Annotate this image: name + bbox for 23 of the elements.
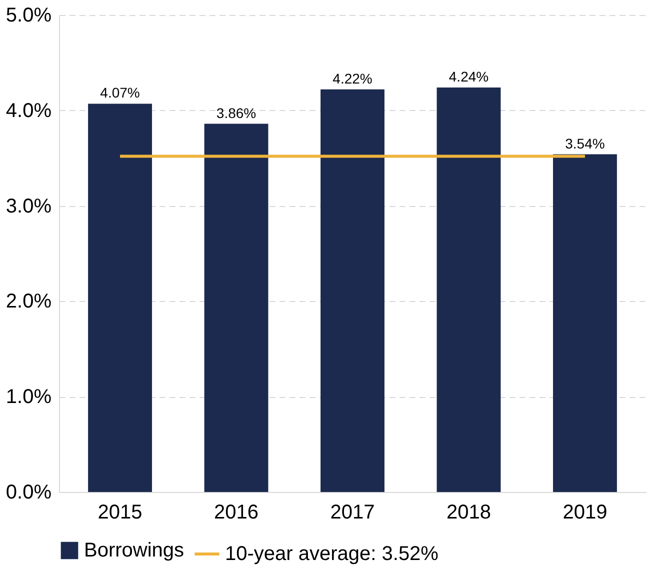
x-tick-label: 2019 (562, 502, 608, 524)
y-tick-label: 3.0% (6, 195, 52, 218)
x-tick-label: 2017 (330, 502, 375, 524)
bar (88, 104, 152, 492)
x-tick-label: 2016 (214, 502, 259, 524)
y-tick-label: 4.0% (6, 100, 52, 122)
bar (553, 154, 617, 492)
bar (436, 88, 501, 492)
y-tick-label: 5.0% (6, 4, 52, 26)
x-tick-label: 2015 (98, 502, 142, 524)
data-label: 4.24% (448, 68, 489, 85)
legend-label: 10-year average: 3.52% (225, 543, 439, 565)
legend-label: Borrowings (84, 540, 184, 562)
y-tick-label: 0.0% (6, 482, 52, 504)
y-tick-label: 2.0% (6, 290, 52, 313)
x-tick-label: 2018 (446, 502, 491, 524)
data-label: 4.07% (100, 84, 140, 101)
y-tick-label: 1.0% (6, 386, 52, 408)
bar (204, 124, 268, 492)
data-label: 3.54% (565, 135, 605, 152)
data-label: 3.86% (216, 104, 256, 121)
bar (320, 89, 384, 492)
data-label: 4.22% (332, 70, 372, 86)
